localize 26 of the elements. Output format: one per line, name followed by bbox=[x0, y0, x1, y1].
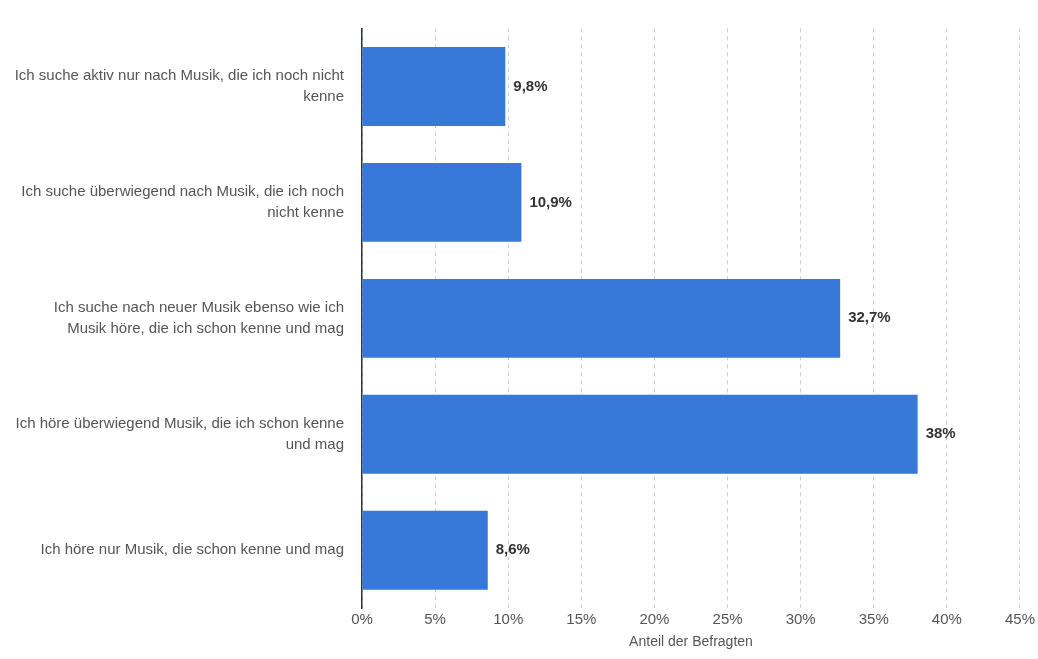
y-tick-label: Ich höre nur Musik, die schon kenne und mag bbox=[40, 540, 344, 558]
x-axis-title: Anteil der Befragten bbox=[629, 633, 753, 650]
data-label: 10,9% bbox=[529, 192, 572, 210]
data-label: 8,6% bbox=[495, 540, 530, 558]
data-label: 32,7% bbox=[848, 308, 891, 326]
y-tick-label: Ich suche aktiv nur nach Musik, die ich noch nicht kenne bbox=[14, 66, 345, 105]
x-tick-label: 45% bbox=[1004, 610, 1035, 628]
x-tick-label: 35% bbox=[858, 610, 889, 628]
bar bbox=[362, 47, 506, 126]
x-tick-label: 40% bbox=[931, 610, 962, 628]
bar bbox=[362, 510, 488, 590]
x-tick-label: 5% bbox=[424, 610, 446, 628]
y-tick-label: Ich suche überwiegend nach Musik, die ich noch nicht kenne bbox=[21, 182, 344, 221]
x-tick-label: 15% bbox=[566, 610, 597, 628]
data-label: 38% bbox=[925, 424, 956, 442]
x-tick-label: 25% bbox=[712, 610, 743, 628]
y-tick-label: Ich höre überwiegend Musik, die ich schon kenne und mag bbox=[15, 413, 344, 452]
x-tick-label: 0% bbox=[351, 610, 373, 628]
data-label: 9,8% bbox=[513, 76, 548, 94]
y-tick-label: Ich suche nach neuer Musik ebenso wie ich Musik höre, die ich schon kenne und mag bbox=[53, 297, 344, 336]
bar bbox=[362, 162, 522, 242]
bar bbox=[362, 394, 918, 474]
x-tick-label: 20% bbox=[639, 610, 670, 628]
x-tick-label: 10% bbox=[493, 610, 524, 628]
bar bbox=[362, 278, 841, 358]
x-tick-label: 30% bbox=[785, 610, 816, 628]
